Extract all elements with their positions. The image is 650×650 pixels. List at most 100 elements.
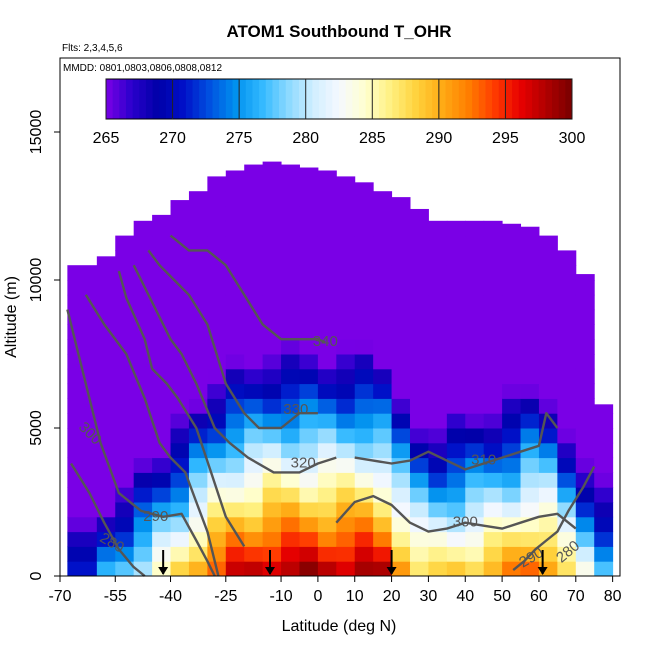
heatmap-cell — [244, 339, 264, 355]
contour-line-340 — [169, 234, 326, 344]
heatmap-cell — [317, 502, 337, 518]
heatmap-cell — [225, 472, 245, 488]
heatmap-cell — [188, 220, 208, 237]
heatmap-cell — [520, 294, 540, 311]
heatmap-cell — [152, 280, 172, 296]
heatmap-cell — [410, 487, 429, 503]
heatmap-cell — [96, 256, 116, 266]
heatmap-cell — [152, 457, 172, 473]
heatmap-cell — [244, 294, 264, 311]
heatmap-cell — [281, 250, 300, 266]
heatmap-cell — [67, 531, 98, 547]
colorbar-swatch — [545, 79, 553, 119]
heatmap-cell — [428, 339, 448, 355]
contour-line-290 — [66, 309, 216, 577]
heatmap-cell — [410, 413, 429, 429]
heatmap-cell — [96, 428, 116, 444]
heatmap-cell — [299, 368, 319, 385]
heatmap-cell — [354, 398, 374, 414]
heatmap-cell — [354, 531, 374, 547]
heatmap-cell — [262, 220, 282, 237]
heatmap-cell — [483, 398, 503, 414]
heatmap-cell — [483, 324, 503, 340]
heatmap-cell — [465, 250, 485, 266]
heatmap-cell — [299, 280, 319, 296]
heatmap-cell — [225, 354, 245, 370]
heatmap-cell — [373, 235, 393, 251]
colorbar-swatch — [492, 79, 500, 119]
heatmap-cell — [410, 354, 429, 370]
contour-label: 320 — [291, 454, 316, 471]
colorbar-swatch — [185, 79, 194, 119]
heatmap-cell — [391, 280, 411, 296]
x-tick-label: 20 — [383, 588, 401, 605]
heatmap-cell — [483, 294, 503, 311]
heatmap-cell — [244, 561, 264, 577]
heatmap-cell — [170, 561, 190, 577]
heatmap-cell — [594, 561, 614, 577]
heatmap-cell — [557, 398, 577, 414]
heatmap-cell — [96, 339, 116, 355]
heatmap-cell — [281, 546, 300, 562]
heatmap-cell — [483, 561, 503, 577]
heatmap-cell — [299, 546, 319, 562]
heatmap-cell — [188, 561, 208, 577]
heatmap-cell — [67, 368, 98, 385]
heatmap-cell — [557, 280, 577, 296]
heatmap-cell — [281, 339, 300, 355]
heatmap-cell — [188, 280, 208, 296]
colorbar-tick-label: 295 — [492, 130, 519, 147]
heatmap-cell — [299, 220, 319, 237]
heatmap-cell — [170, 368, 190, 385]
heatmap-cell — [170, 472, 190, 488]
heatmap-cell — [317, 413, 337, 429]
heatmap-cell — [225, 176, 245, 192]
heatmap-cell — [446, 265, 466, 281]
heatmap-cell — [502, 531, 522, 547]
heatmap-cell — [115, 354, 135, 370]
heatmap-cell — [410, 208, 429, 222]
heatmap-cell — [225, 428, 245, 444]
heatmap-cell — [373, 339, 393, 355]
heatmap-cell — [152, 235, 172, 251]
colorbar: 265 270 275 280 285 290 295 300 — [93, 78, 586, 147]
heatmap-cell — [354, 280, 374, 296]
heatmap-cell — [391, 265, 411, 281]
heatmap-cell — [410, 546, 429, 562]
heatmap-cell — [67, 339, 98, 355]
heatmap-cell — [446, 368, 466, 385]
contour-label: 300 — [453, 514, 478, 531]
heatmap-cell — [465, 324, 485, 340]
heatmap-cell — [262, 487, 282, 503]
heatmap-cell — [188, 324, 208, 340]
heatmap-cell — [391, 546, 411, 562]
heatmap-cell — [557, 487, 577, 503]
heatmap-cell — [115, 383, 135, 399]
heatmap-cell — [446, 324, 466, 340]
heatmap-cell — [354, 339, 374, 355]
heatmap-cell — [96, 398, 116, 414]
heatmap-cell — [281, 428, 300, 444]
heatmap-cell — [225, 170, 245, 177]
heatmap-cell — [428, 502, 448, 518]
heatmap-cell — [502, 339, 522, 355]
flight-markers — [158, 550, 548, 575]
heatmap-cell — [225, 413, 245, 429]
heatmap-cell — [67, 309, 98, 325]
heatmap-cell — [170, 413, 190, 429]
heatmap-cell — [373, 309, 393, 325]
heatmap-cell — [207, 220, 227, 237]
colorbar-tick-label: 300 — [559, 130, 586, 147]
heatmap-cell — [336, 546, 356, 562]
heatmap-cell — [373, 265, 393, 281]
colorbar-swatch — [259, 79, 267, 119]
heatmap-cell — [410, 324, 429, 340]
heatmap-cell — [188, 265, 208, 281]
colorbar-swatch — [179, 79, 187, 119]
heatmap-cell — [336, 487, 356, 503]
heatmap-cell — [373, 442, 393, 459]
colorbar-swatch — [398, 79, 407, 119]
heatmap-cell — [410, 220, 429, 237]
heatmap-cell — [299, 561, 319, 577]
heatmap-cell — [262, 354, 282, 370]
